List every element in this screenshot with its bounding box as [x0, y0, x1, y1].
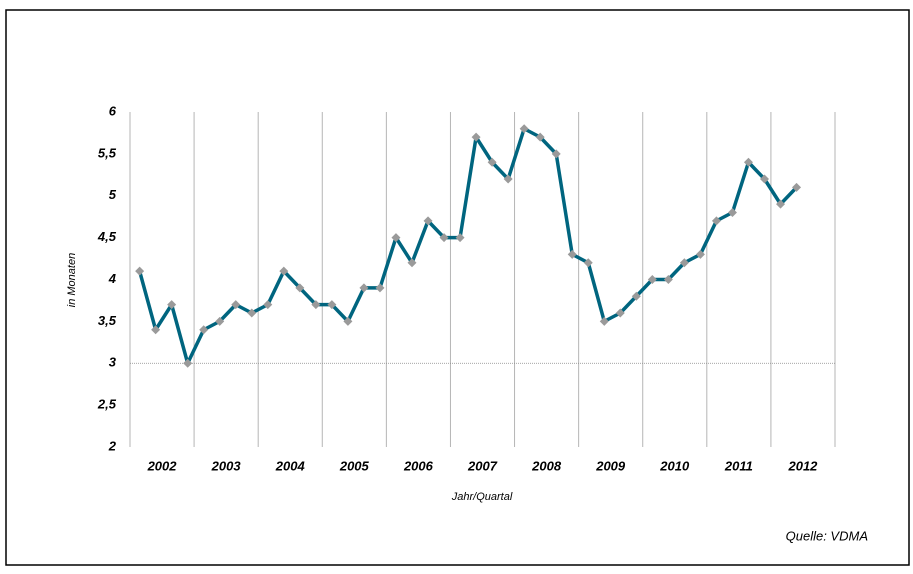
- source: Quelle: VDMA: [786, 528, 868, 543]
- y-tick-label: 3: [109, 355, 117, 370]
- x-tick-label: 2002: [147, 458, 178, 473]
- marker: [695, 249, 705, 259]
- marker: [631, 291, 641, 301]
- marker: [247, 308, 257, 318]
- marker: [231, 300, 241, 310]
- x-tick-label: 2007: [467, 458, 498, 473]
- marker: [760, 174, 769, 184]
- marker: [135, 266, 145, 276]
- x-tick-label: 2011: [724, 458, 753, 473]
- x-tick-label: 2004: [275, 458, 306, 473]
- marker: [391, 233, 401, 243]
- y-tick-label: 2,5: [97, 397, 117, 412]
- marker: [679, 258, 689, 268]
- marker: [711, 216, 721, 226]
- y-axis-title: in Monaten: [66, 253, 78, 307]
- y-tick-label: 4: [108, 271, 117, 286]
- marker: [503, 174, 513, 184]
- y-tick-label: 5: [109, 187, 117, 202]
- frame: [5, 9, 910, 566]
- x-tick-label: 2005: [339, 458, 370, 473]
- marker: [375, 283, 385, 293]
- x-tick-label: 2009: [595, 458, 626, 473]
- marker: [327, 300, 337, 310]
- marker: [151, 325, 161, 335]
- x-tick-label: 2008: [531, 458, 562, 473]
- y-tick-label: 6: [109, 103, 117, 118]
- marker: [279, 266, 289, 276]
- x-tick-label: 2003: [211, 458, 242, 473]
- marker: [647, 275, 657, 284]
- x-axis-title: Jahr/Quartal: [451, 491, 513, 503]
- marker: [183, 358, 193, 368]
- marker: [423, 216, 433, 226]
- marker: [727, 208, 737, 217]
- marker: [487, 157, 497, 167]
- marker: [599, 316, 609, 326]
- y-tick-label: 4,5: [97, 229, 117, 244]
- marker: [792, 182, 802, 192]
- marker: [295, 283, 305, 293]
- y-tick-label: 5,5: [98, 145, 117, 160]
- data-line: [137, 127, 798, 365]
- marker: [311, 300, 321, 310]
- marker: [583, 258, 593, 268]
- marker: [615, 308, 625, 318]
- marker: [359, 283, 369, 293]
- marker: [567, 249, 577, 259]
- marker: [743, 157, 753, 167]
- marker: [407, 258, 417, 268]
- marker: [439, 233, 449, 243]
- marker: [535, 132, 545, 142]
- marker: [167, 300, 177, 310]
- x-tick-label: 2006: [403, 458, 434, 473]
- marker: [263, 300, 273, 310]
- marker: [663, 275, 673, 284]
- marker: [776, 199, 786, 209]
- marker: [215, 316, 225, 326]
- y-tick-label: 3,5: [98, 313, 117, 328]
- marker: [343, 316, 353, 326]
- marker: [551, 149, 561, 159]
- marker: [199, 325, 209, 335]
- marker: [519, 124, 529, 134]
- x-tick-label: 2010: [659, 458, 690, 473]
- marker: [455, 233, 465, 243]
- x-tick-label: 2012: [787, 458, 818, 473]
- marker: [471, 132, 481, 142]
- y-tick-label: 2: [108, 438, 117, 453]
